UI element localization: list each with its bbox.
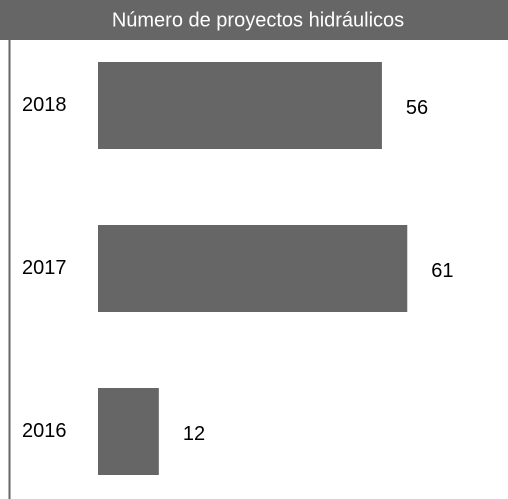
- category-label: 2018: [22, 94, 67, 116]
- chart-title: Número de proyectos hidráulicos: [112, 9, 404, 31]
- category-label: 2017: [22, 257, 67, 279]
- bar: [98, 62, 382, 149]
- bar: [98, 225, 408, 312]
- category-label: 2016: [22, 420, 67, 442]
- bar: [98, 388, 159, 475]
- title-bar: [0, 0, 508, 40]
- value-label: 56: [406, 97, 428, 119]
- value-label: 61: [431, 260, 453, 282]
- value-label: 12: [183, 423, 205, 445]
